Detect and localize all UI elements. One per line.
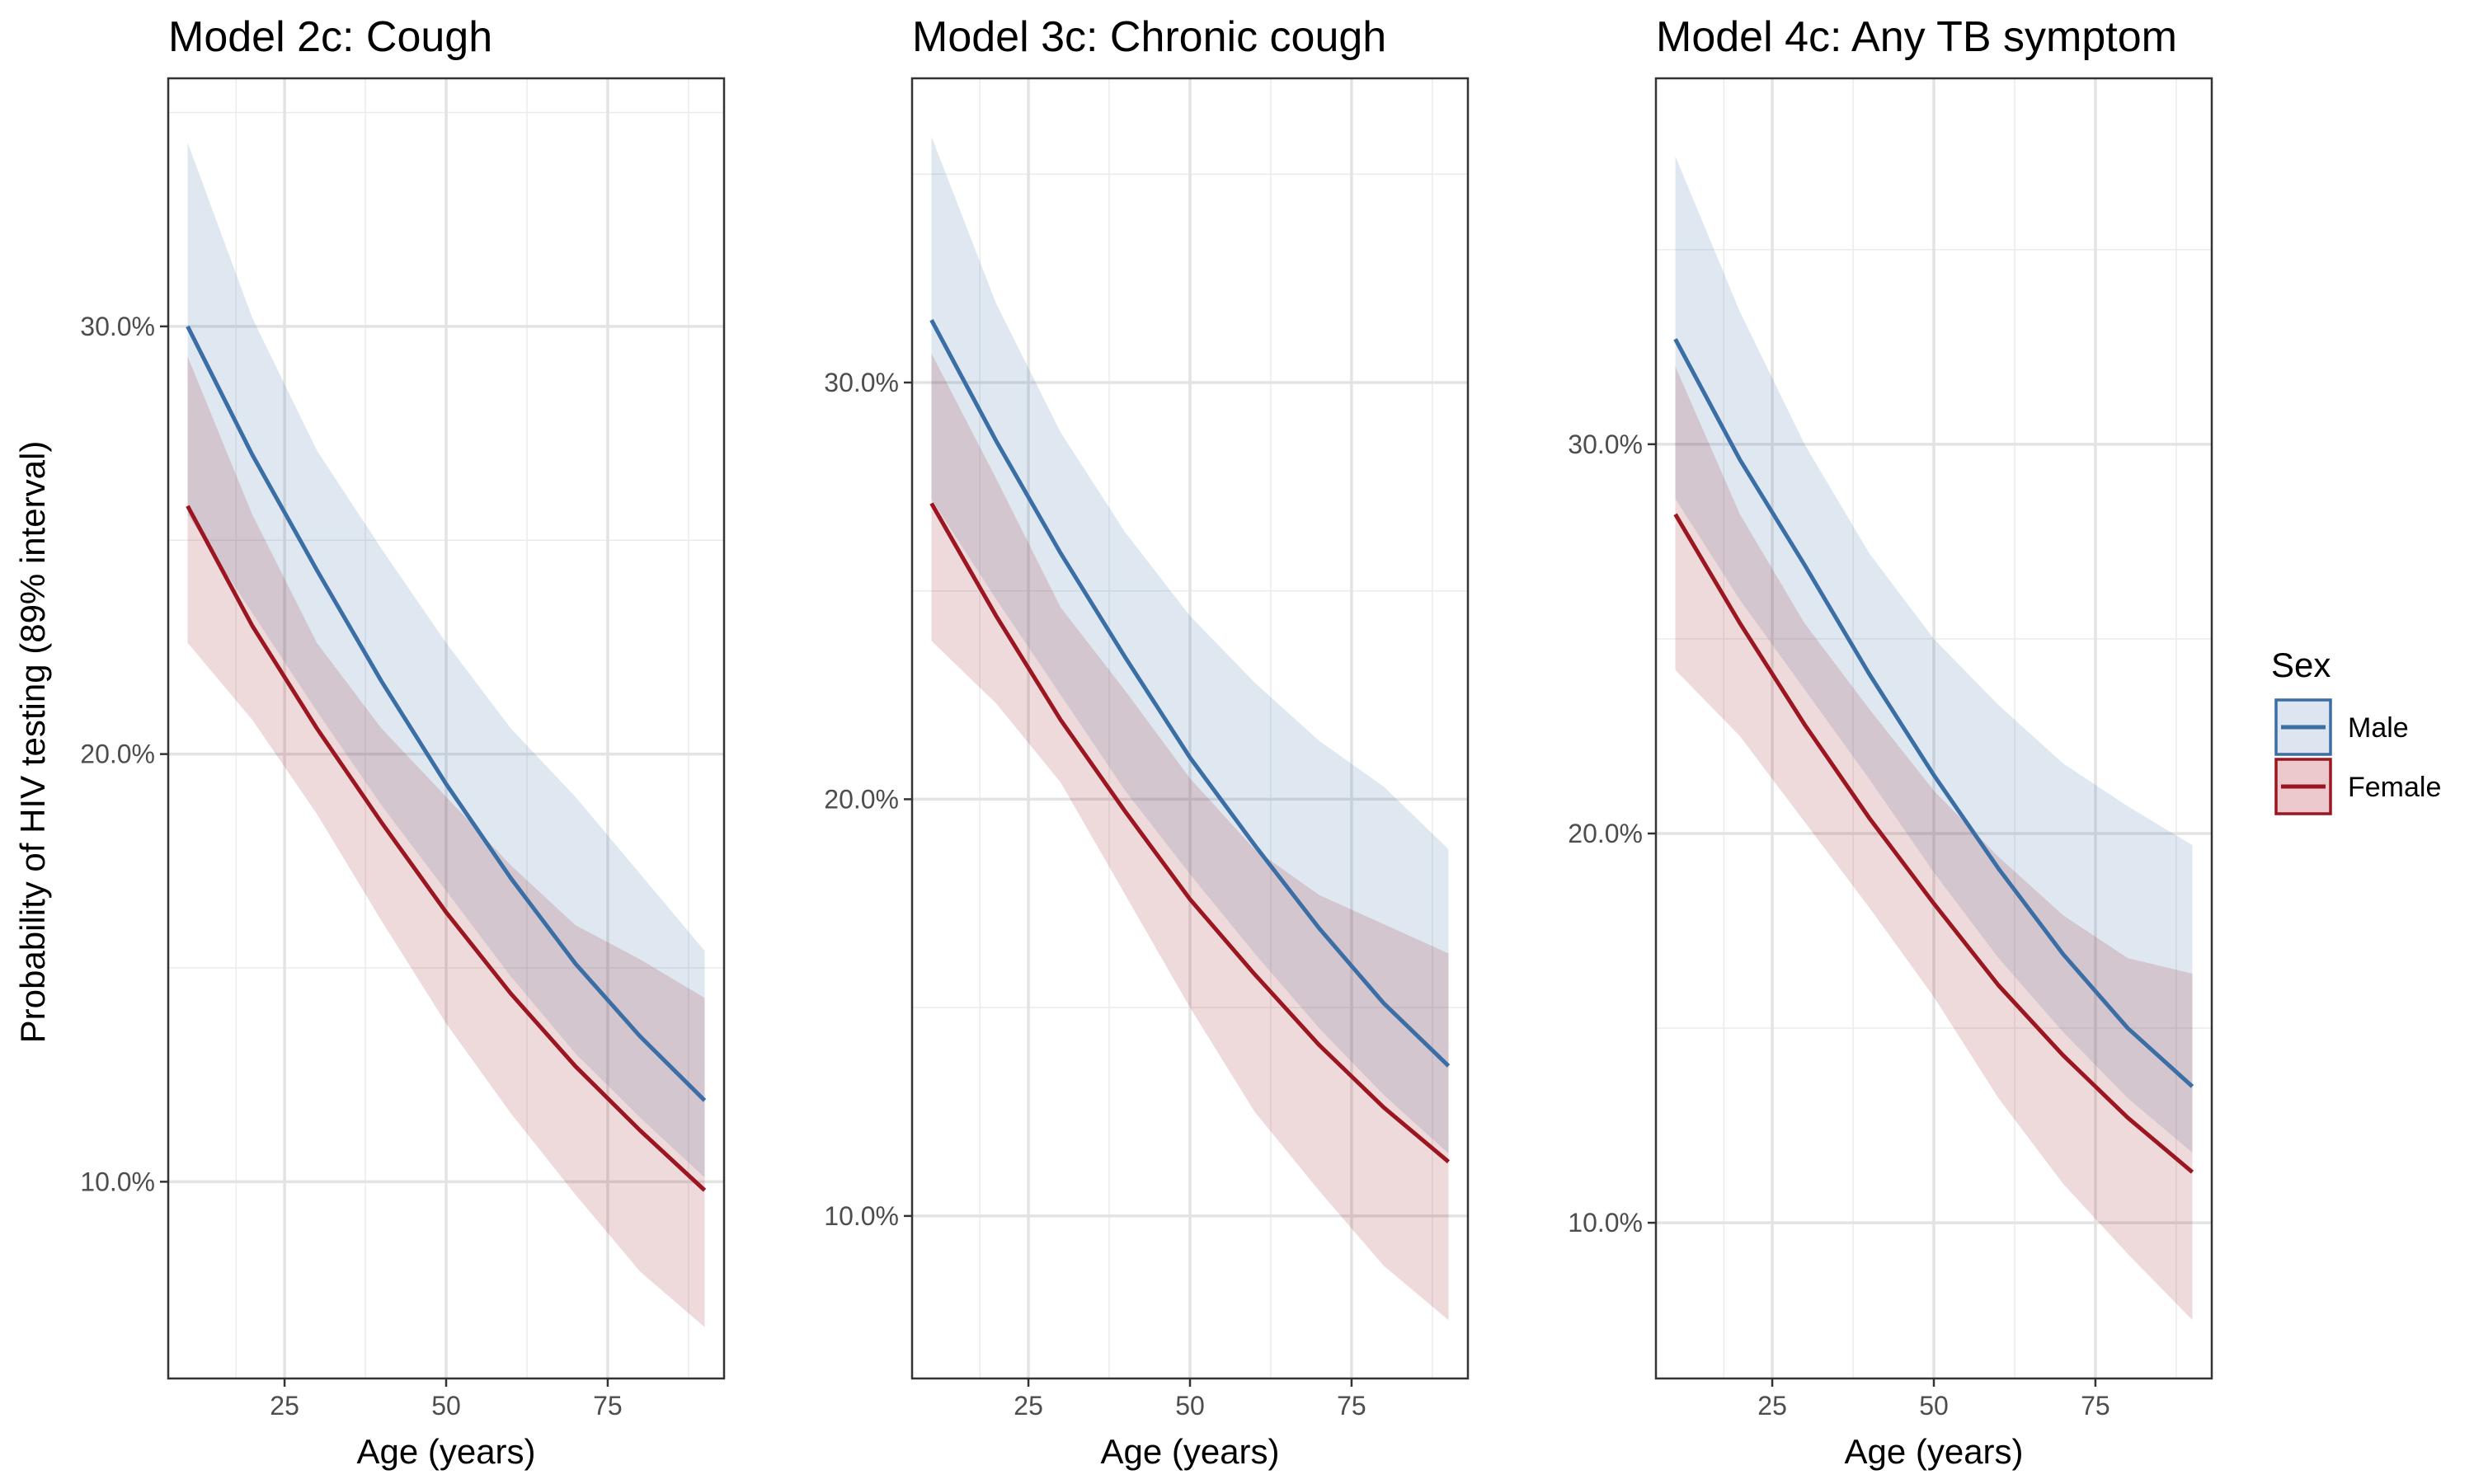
data-point-female [931,503,932,504]
x-tick-label: 75 [2081,1391,2110,1421]
x-tick-label: 50 [431,1391,461,1421]
data-point-male [931,320,932,321]
y-tick-label: 30.0% [1568,430,1643,459]
legend-label-female: Female [2348,772,2441,803]
data-point-male [381,681,382,682]
ribbon-female [931,353,1449,1321]
x-tick-label: 25 [270,1391,299,1421]
panel-2: 25 50 75 10.0% 20.0% 30.0% Model 3c: Chronic c… [824,13,1470,1471]
ribbon-male [187,142,705,1178]
panel-title: Model 2c: Cough [168,13,492,61]
legend-entry-female: Female [2274,758,2441,815]
data-point-male [1934,775,1935,776]
data-point-female [1739,623,1740,624]
data-point-male [510,878,511,879]
x-axis-label: Age (years) [356,1432,535,1471]
data-point-male [1384,1003,1385,1004]
data-point-female [575,1066,576,1067]
data-point-male [1254,845,1255,846]
data-point-male [1739,459,1740,460]
x-axis-label: Age (years) [1844,1432,2023,1471]
legend: Sex Male Female [2271,646,2441,815]
legend-label-male: Male [2348,712,2409,744]
data-point-female [187,505,188,506]
data-point-male [2192,1086,2193,1087]
y-tick-label: 30.0% [824,368,899,397]
series-line-male [186,325,707,1102]
series-line-female [186,505,707,1192]
data-point-male [575,963,576,964]
panel-1: 25 50 75 10.0% 20.0% 30.0% Model 2c: Cough Age … [80,13,726,1471]
y-tick-label: 10.0% [1568,1208,1643,1237]
ribbon-female [187,356,705,1327]
series-line-male [929,318,1451,1068]
data-point-female [1998,985,1999,986]
data-point-male [446,783,447,784]
data-point-female [1804,724,1805,725]
x-tick-label: 25 [1757,1391,1787,1421]
legend-entry-male: Male [2274,698,2409,756]
x-tick-label: 25 [1014,1391,1043,1421]
x-tick-label: 50 [1175,1391,1205,1421]
series-line-female [929,502,1451,1164]
data-point-male [1125,657,1126,658]
y-tick-label: 20.0% [80,740,155,769]
data-point-male [640,1036,641,1037]
y-tick-label: 10.0% [80,1167,155,1196]
data-point-female [1934,903,1935,904]
y-axis-label: Probability of HIV testing (89% interval… [13,441,52,1044]
panel-title: Model 4c: Any TB symptom [1656,13,2177,61]
data-point-female [381,822,382,823]
ribbon-male [931,136,1449,1154]
y-tick-label: 20.0% [824,784,899,814]
data-point-female [995,616,996,617]
data-point-male [1804,565,1805,566]
x-tick-label: 50 [1919,1391,1949,1421]
data-point-male [1190,757,1191,758]
data-point-male [1448,1065,1449,1066]
ribbon-male [1675,156,2193,1153]
data-point-male [1998,868,1999,869]
ribbon-female [1675,366,2193,1321]
legend-title: Sex [2271,646,2331,684]
data-point-male [2062,954,2063,955]
y-tick-label: 30.0% [80,312,155,341]
data-point-female [1384,1107,1385,1108]
x-axis-label: Age (years) [1100,1432,1279,1471]
y-tick-label: 10.0% [824,1201,899,1231]
x-tick-label: 75 [593,1391,623,1421]
panels: 25 50 75 10.0% 20.0% 30.0% Model 2c: Cough Age … [80,13,2213,1471]
data-point-male [995,440,996,441]
series-line-male [1673,338,2194,1088]
series-line-female [1673,513,2194,1174]
data-point-female [1869,818,1870,819]
y-tick-label: 20.0% [1568,819,1643,848]
panel-title: Model 3c: Chronic cough [912,13,1386,61]
data-point-female [640,1130,641,1131]
data-point-female [510,993,511,994]
data-point-female [1125,811,1126,812]
data-point-female [446,912,447,913]
data-point-female [2062,1055,2063,1056]
panel-3: 25 50 75 10.0% 20.0% 30.0% Model 4c: Any TB sy… [1568,13,2213,1471]
data-point-male [1675,339,1676,340]
x-tick-label: 75 [1337,1391,1366,1421]
data-point-male [704,1100,705,1101]
